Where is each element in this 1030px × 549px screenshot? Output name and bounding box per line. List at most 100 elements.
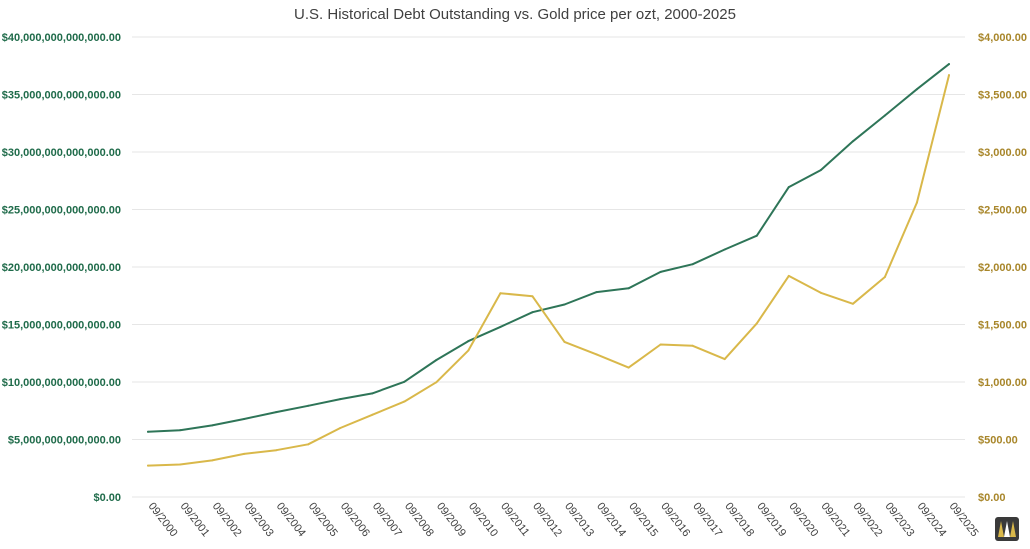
y-left-tick-label: $40,000,000,000,000.00 [2,32,121,44]
x-tick-label: 09/2024 [915,500,949,539]
debt-point [403,380,406,383]
x-tick-label: 09/2007 [370,500,404,539]
x-tick-label: 09/2021 [818,500,852,539]
y-left-tick-label: $15,000,000,000,000.00 [2,320,121,332]
x-tick-label: 09/2010 [466,500,500,539]
gold-price-point [307,443,310,446]
gold-price-point [339,427,342,429]
x-tick-label: 09/2019 [754,500,788,539]
y-right-tick-label: $2,000.00 [978,262,1027,274]
gold-price-point [851,302,854,305]
y-left-tick-label: $10,000,000,000,000.00 [2,377,121,389]
debt-point [947,63,950,66]
debt-point [339,398,342,401]
gold-price-point [371,413,374,416]
gold-price-point [563,340,566,343]
debt-point [691,263,694,266]
x-tick-label: 09/2004 [274,500,308,539]
gold-price-point [883,276,886,279]
debt-point [563,303,566,306]
debt-point [851,140,854,143]
left-y-axis-ticks: $0.00 $5,000,000,000,000.00 $10,000,000,00… [2,32,121,504]
x-tick-label: 09/2022 [851,500,885,539]
gold-price-point [435,381,438,384]
gold-price-point [211,459,214,462]
gold-price-point [179,463,182,466]
debt-point [883,114,886,117]
gold-price-point [243,452,246,455]
y-left-tick-label: $35,000,000,000,000.00 [2,90,121,102]
y-right-tick-label: $500.00 [978,435,1018,447]
gold-price-point [595,353,598,356]
y-left-tick-label: $30,000,000,000,000.00 [2,147,121,159]
x-tick-label: 09/2008 [402,500,436,539]
chart-title: U.S. Historical Debt Outstanding vs. Gol… [294,6,736,23]
gold-price-point [403,400,406,403]
debt-point [371,392,374,395]
gold-price-point [659,343,662,346]
debt-point [211,424,214,427]
gold-price-point [275,449,278,452]
debt-point [179,429,182,432]
x-tick-label: 09/2001 [178,500,212,539]
x-tick-label: 09/2009 [434,500,468,539]
x-tick-label: 09/2023 [883,500,917,539]
debt-point [467,340,470,343]
x-tick-label: 09/2006 [338,500,372,539]
y-right-tick-label: $0.00 [978,492,1006,504]
x-tick-label: 09/2018 [722,500,756,539]
gold-price-point [627,366,630,369]
y-right-tick-label: $1,500.00 [978,320,1027,332]
gold-price-point [723,358,726,361]
y-left-tick-label: $20,000,000,000,000.00 [2,262,121,274]
debt-point [915,88,918,91]
x-tick-label: 09/2025 [947,500,981,539]
debt-point [627,287,630,290]
debt-point [307,404,310,407]
gold-price-point [819,291,822,294]
debt-point [435,359,438,362]
logo-icon [995,517,1019,541]
debt-outstanding-line [147,63,950,433]
gold-price-point [915,201,918,204]
gold-price-point [947,74,950,77]
gold-price-point [467,349,470,352]
debt-point [723,248,726,251]
right-y-axis-ticks: $0.00 $500.00 $1,000.00 $1,500.00 $2,000.00 $… [978,32,1027,504]
x-tick-label: 09/2013 [562,500,596,539]
x-tick-label: 09/2016 [658,500,692,539]
debt-point [275,411,278,414]
gold-price-point [787,274,790,277]
y-right-tick-label: $2,500.00 [978,205,1027,217]
debt-point [243,418,246,421]
y-right-tick-label: $1,000.00 [978,377,1027,389]
x-tick-label: 09/2002 [210,500,244,539]
x-tick-label: 09/2003 [242,500,276,539]
debt-point [755,234,758,237]
gold-price-line [147,74,950,467]
x-tick-label: 09/2020 [786,500,820,539]
gold-price-point [499,292,502,295]
debt-point [787,186,790,189]
debt-point [819,169,822,172]
debt-point [595,291,598,294]
x-tick-label: 09/2017 [690,500,724,539]
gold-price-point [755,322,758,325]
series-lines [147,63,950,467]
x-tick-label: 09/2014 [594,500,628,539]
debt-point [531,311,534,314]
y-right-tick-label: $3,000.00 [978,147,1027,159]
y-left-tick-label: $5,000,000,000,000.00 [8,435,121,447]
x-tick-label: 09/2000 [146,500,180,539]
y-left-tick-label: $25,000,000,000,000.00 [2,205,121,217]
x-tick-label: 09/2012 [530,500,564,539]
debt-point [147,430,150,433]
y-right-tick-label: $3,500.00 [978,90,1027,102]
debt-point [499,325,502,328]
x-tick-label: 09/2015 [626,500,660,539]
gold-price-point [147,464,150,467]
debt-point [659,270,662,273]
gold-price-point [691,344,694,347]
